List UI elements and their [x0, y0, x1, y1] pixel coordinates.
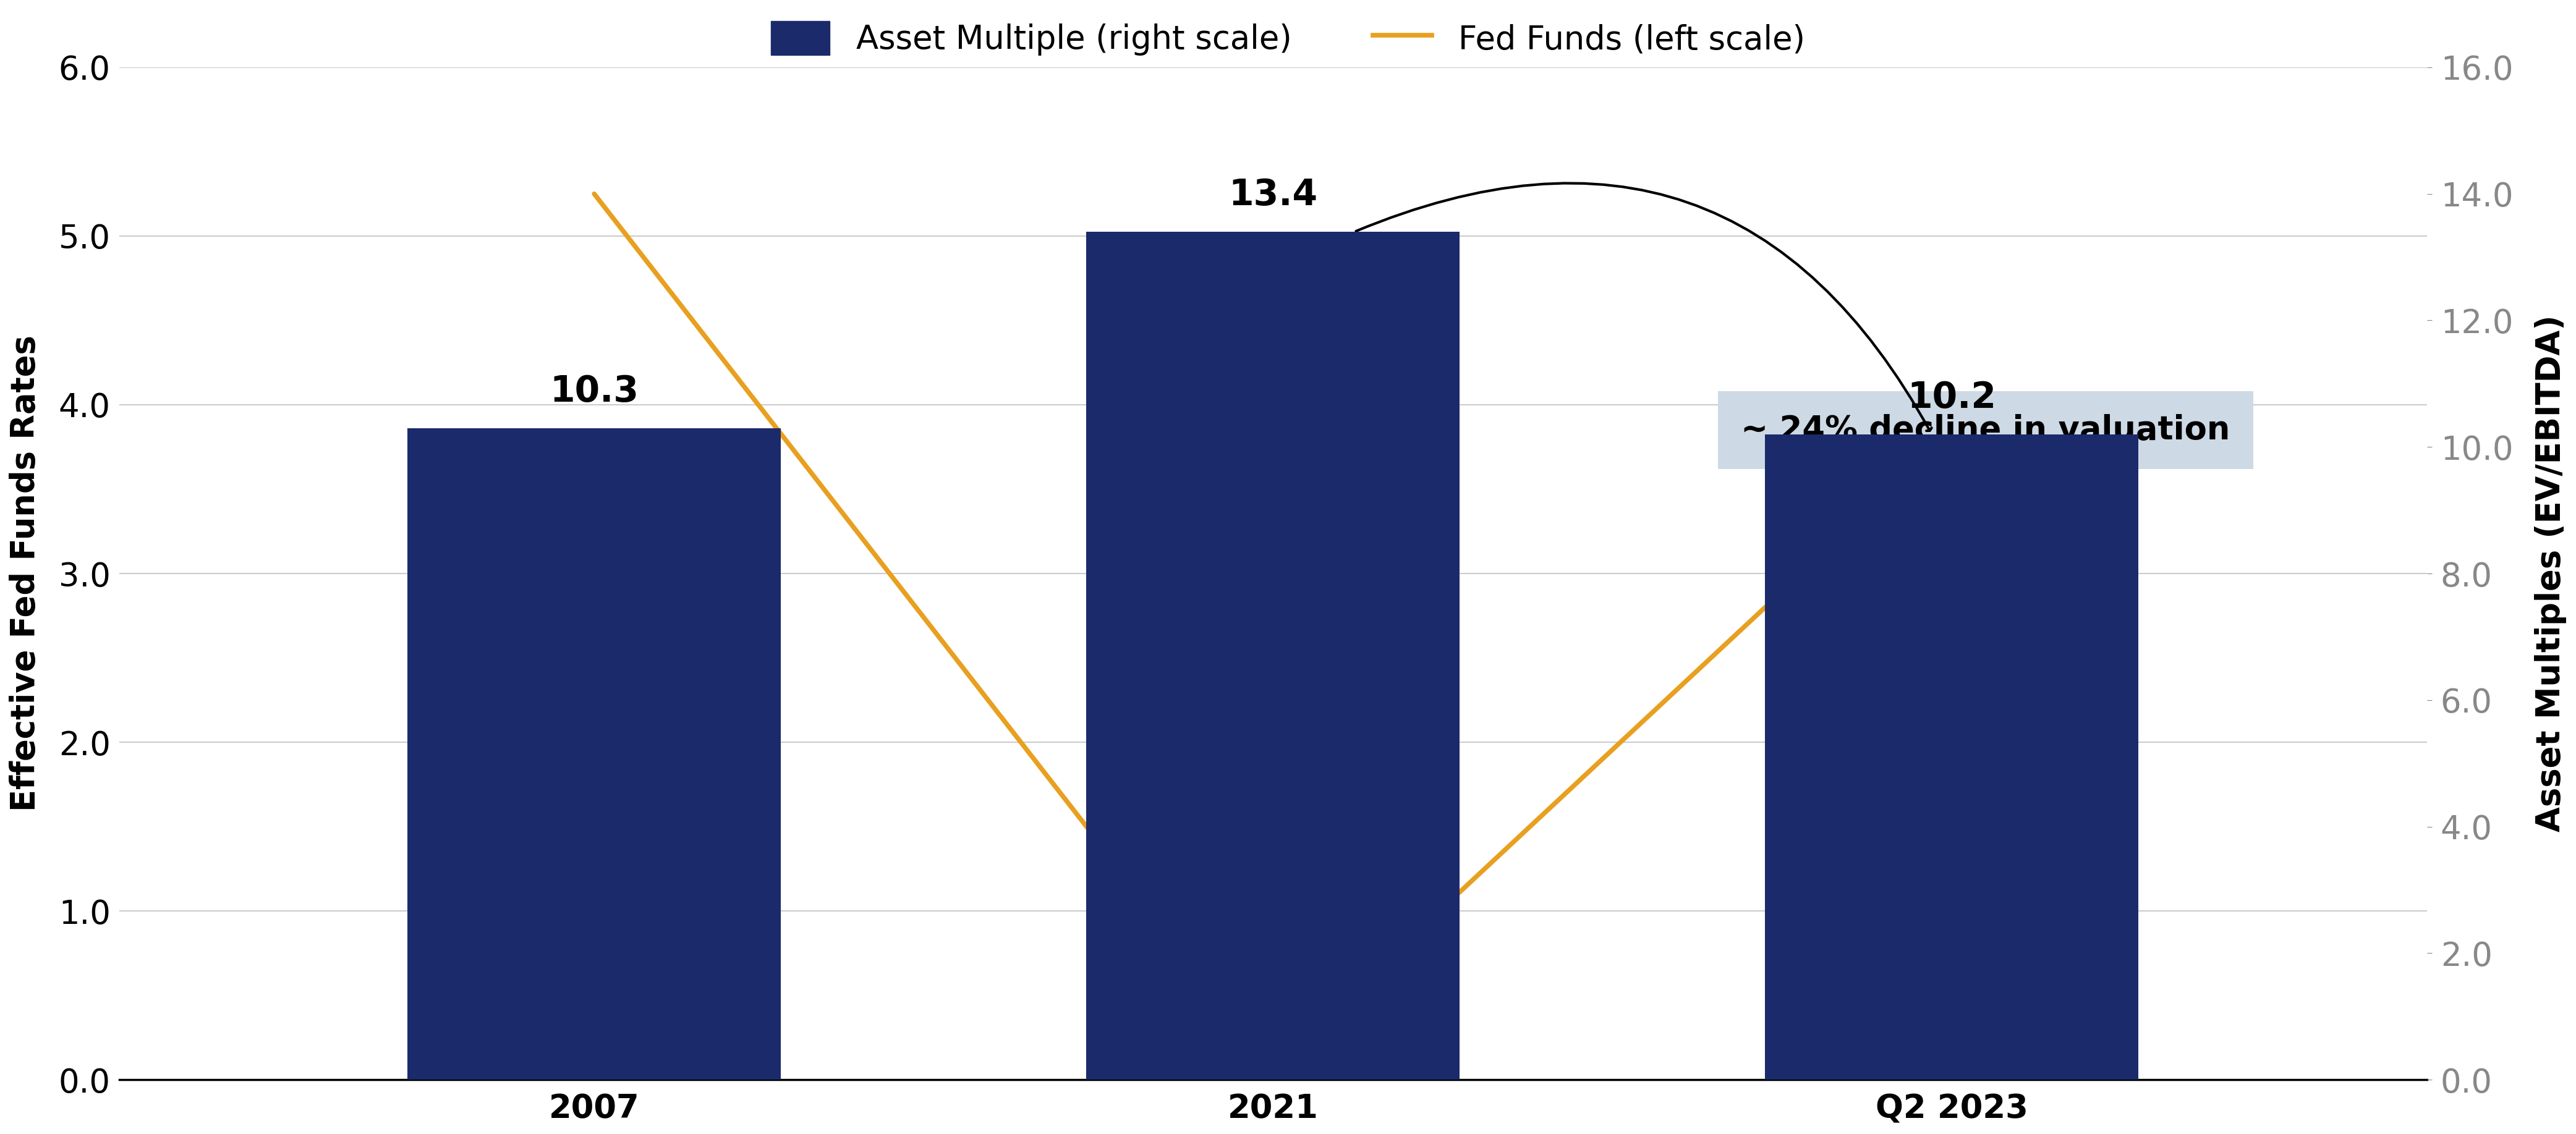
Text: 10.3: 10.3	[549, 374, 639, 409]
Bar	[1765, 434, 2138, 1080]
Y-axis label: Asset Multiples (EV/EBITDA): Asset Multiples (EV/EBITDA)	[2535, 315, 2566, 832]
Text: 10.2: 10.2	[1906, 380, 1996, 415]
Bar	[1087, 231, 1461, 1080]
Y-axis label: Effective Fed Funds Rates: Effective Fed Funds Rates	[10, 336, 41, 812]
Bar	[407, 428, 781, 1080]
Text: 13.4: 13.4	[1229, 178, 1316, 213]
Legend: Asset Multiple (right scale), Fed Funds (left scale): Asset Multiple (right scale), Fed Funds …	[755, 5, 1821, 73]
Text: ~ 24% decline in valuation: ~ 24% decline in valuation	[1741, 414, 2231, 446]
